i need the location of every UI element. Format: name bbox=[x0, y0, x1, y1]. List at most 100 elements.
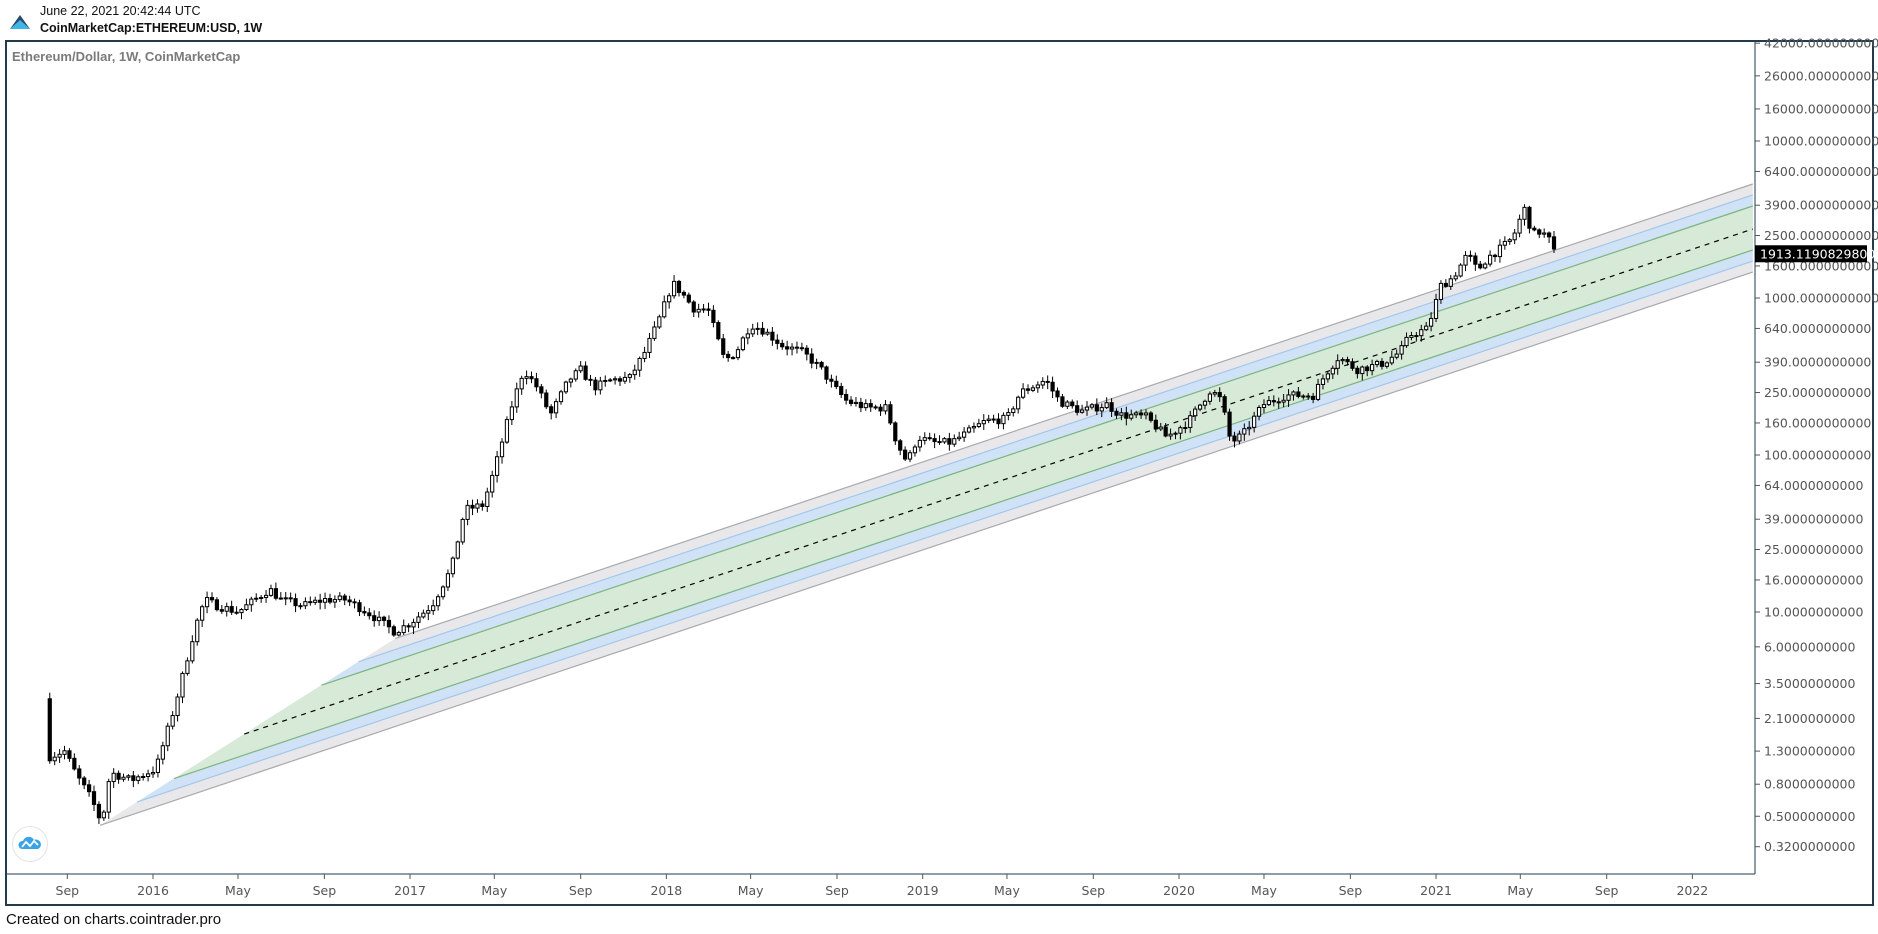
candle-body-down bbox=[1537, 229, 1542, 235]
candle bbox=[986, 414, 991, 424]
time-tick-label: May bbox=[1251, 883, 1277, 898]
candle bbox=[598, 376, 603, 395]
candle bbox=[1409, 331, 1414, 341]
candle-body-down bbox=[1468, 254, 1473, 257]
candle-body-up bbox=[1483, 263, 1488, 269]
candle-body-up bbox=[966, 427, 972, 433]
candle bbox=[1276, 397, 1281, 409]
candle-body-up bbox=[524, 376, 529, 379]
candle bbox=[224, 602, 229, 617]
candle-body-up bbox=[1178, 427, 1183, 434]
candle-body-up bbox=[278, 597, 283, 600]
candle-body-up bbox=[952, 438, 957, 445]
candle bbox=[1458, 263, 1463, 278]
candle bbox=[367, 608, 372, 620]
candle bbox=[957, 431, 962, 442]
candle bbox=[701, 303, 706, 313]
candle bbox=[1217, 387, 1222, 402]
candle-body-up bbox=[426, 610, 431, 614]
candle bbox=[263, 590, 269, 603]
candle bbox=[283, 592, 288, 606]
candle-body-up bbox=[883, 404, 888, 412]
candle-body-down bbox=[730, 357, 736, 360]
candle-body-up bbox=[1517, 218, 1522, 234]
candle-body-down bbox=[116, 772, 121, 780]
candle-body-up bbox=[421, 612, 426, 618]
candle bbox=[1443, 279, 1448, 288]
time-axis[interactable]: Sep 2016 May Sep 2017 May Sep 2018 May Sep 2019 May… bbox=[56, 874, 1709, 898]
candle bbox=[1016, 395, 1021, 414]
candle-body-down bbox=[293, 598, 298, 607]
candle bbox=[1453, 272, 1458, 282]
candle bbox=[1551, 230, 1557, 253]
candle-body-up bbox=[303, 601, 308, 607]
candle-body-down bbox=[839, 386, 844, 395]
candle-body-down bbox=[47, 698, 52, 762]
candle-body-down bbox=[1306, 395, 1311, 398]
candle-body-up bbox=[332, 599, 337, 603]
candle bbox=[126, 774, 131, 781]
candle-body-down bbox=[342, 595, 347, 601]
candle-body-down bbox=[367, 612, 372, 617]
candle bbox=[780, 339, 785, 350]
candle-body-down bbox=[91, 791, 97, 805]
candle-body-up bbox=[1325, 373, 1330, 380]
candle bbox=[490, 470, 495, 498]
chart-menu-button[interactable] bbox=[12, 826, 48, 862]
price-axis[interactable]: 42000.0000000000 26000.0000000000 16000.00… bbox=[1755, 36, 1878, 855]
candle bbox=[386, 615, 392, 634]
candle bbox=[627, 372, 632, 383]
candle bbox=[381, 615, 387, 627]
candle bbox=[563, 380, 569, 394]
price-tick-label: 250.0000000000 bbox=[1764, 385, 1871, 400]
candle bbox=[1507, 238, 1512, 245]
candle-body-down bbox=[1414, 335, 1419, 338]
candle-body-up bbox=[1315, 383, 1321, 400]
candle-body-up bbox=[416, 616, 421, 623]
candle-body-up bbox=[1143, 412, 1149, 416]
candle bbox=[976, 418, 981, 429]
price-tick-label: 3.5000000000 bbox=[1764, 676, 1856, 691]
candle bbox=[1109, 398, 1114, 418]
candle bbox=[529, 371, 534, 384]
candle bbox=[1089, 403, 1095, 410]
candle-body-down bbox=[1138, 412, 1144, 416]
candle bbox=[1158, 422, 1163, 432]
candle bbox=[932, 433, 937, 449]
candle bbox=[1114, 408, 1119, 419]
candle-body-up bbox=[962, 431, 967, 438]
candle bbox=[676, 279, 682, 297]
time-tick-label: Sep bbox=[56, 883, 80, 898]
candle bbox=[426, 605, 431, 621]
price-tick-label: 26000.0000000000 bbox=[1764, 68, 1878, 83]
candle-body-up bbox=[1488, 254, 1493, 265]
candle bbox=[96, 801, 102, 825]
candle-body-up bbox=[1330, 367, 1335, 375]
candle bbox=[937, 435, 942, 445]
candle bbox=[1055, 387, 1060, 402]
candle bbox=[868, 399, 873, 412]
candle-body-up bbox=[1247, 426, 1252, 430]
candle-body-down bbox=[386, 619, 392, 628]
candle bbox=[1291, 390, 1296, 401]
candle bbox=[1173, 431, 1178, 440]
candle bbox=[942, 437, 947, 444]
candle-body-down bbox=[858, 401, 863, 409]
candle-body-down bbox=[868, 403, 873, 408]
candle-body-up bbox=[268, 588, 274, 596]
candle-body-down bbox=[716, 322, 721, 340]
candle-body-up bbox=[598, 380, 603, 391]
candle bbox=[1104, 397, 1109, 410]
candle bbox=[234, 606, 239, 615]
footer-credit: Created on charts.cointrader.pro bbox=[6, 911, 222, 928]
candle-body-down bbox=[1217, 392, 1222, 398]
candle-body-up bbox=[563, 381, 569, 393]
time-tick-label: 2020 bbox=[1163, 883, 1195, 898]
candle bbox=[396, 630, 401, 637]
candle bbox=[1404, 332, 1409, 348]
candle-body-down bbox=[362, 611, 367, 614]
price-tick-label: 0.3200000000 bbox=[1764, 839, 1856, 854]
candle-body-up bbox=[568, 378, 573, 383]
candle bbox=[691, 300, 696, 317]
